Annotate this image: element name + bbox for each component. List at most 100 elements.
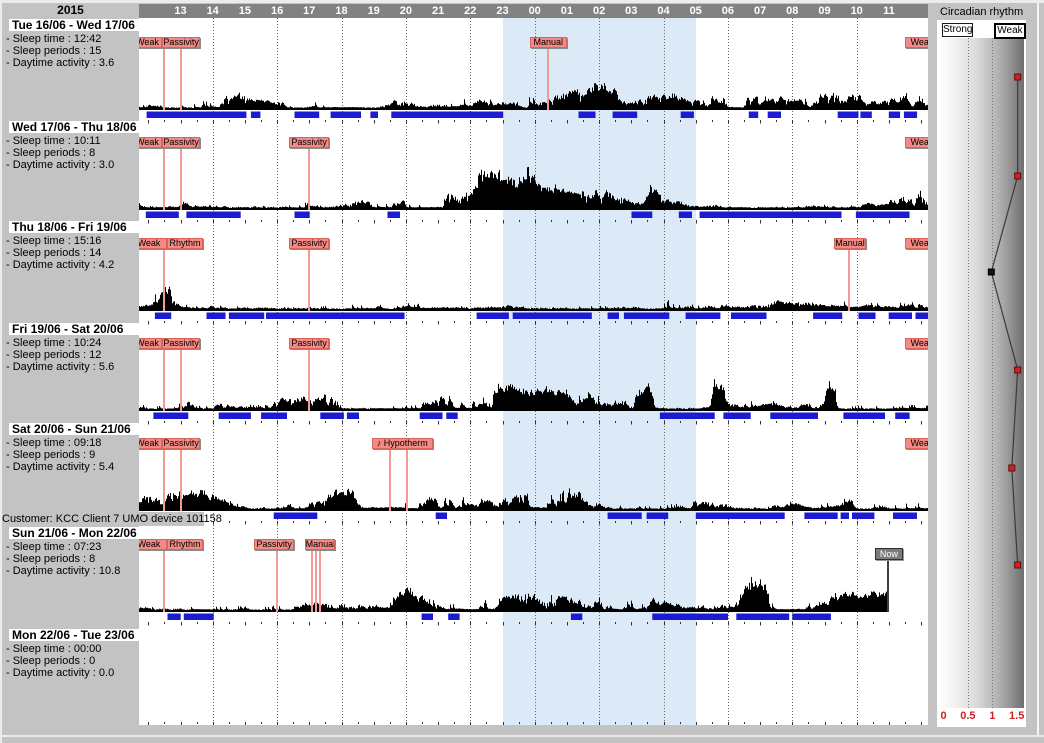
event-marker-label[interactable]: Weak (139, 337, 162, 349)
day-stat: - Sleep periods : 15 (6, 45, 102, 58)
circadian-day-marker[interactable] (1014, 366, 1022, 374)
event-marker-label[interactable]: Manual (530, 36, 567, 48)
sleep-period-bar (723, 412, 751, 419)
day-stat: - Sleep periods : 12 (6, 348, 102, 361)
circadian-plot (939, 38, 1024, 708)
sleep-period-bar (167, 613, 181, 620)
day-activity-chart (139, 378, 928, 425)
circadian-day-marker[interactable] (987, 268, 995, 276)
sleep-period-bar (578, 111, 596, 118)
event-marker-label[interactable]: Passivity (289, 237, 329, 249)
day-stat: - Sleep periods : 9 (6, 449, 96, 462)
half-hour-ticks (148, 721, 922, 725)
sleep-period-bar (607, 312, 619, 319)
event-marker-label[interactable]: Weak (139, 538, 167, 550)
half-hour-ticks (148, 621, 922, 625)
day-stat: - Daytime activity : 4.2 (6, 259, 115, 272)
strong-button[interactable]: Strong (942, 23, 973, 37)
day-stat: - Sleep time : 15:16 (6, 235, 102, 247)
sleep-period-bar (646, 512, 669, 519)
circadian-scale-label: 0 (940, 710, 947, 722)
event-marker-label[interactable]: Passivity (161, 36, 201, 48)
sleep-period-bar (804, 512, 838, 519)
activity-histogram (139, 488, 928, 509)
sleep-period-bar (387, 211, 400, 219)
day-stat: - Daytime activity : 3.0 (6, 159, 115, 172)
event-marker-label[interactable]: Weak (905, 337, 928, 349)
activity-histogram (139, 167, 928, 209)
event-marker-label[interactable]: Weak (139, 36, 162, 48)
event-marker-label[interactable]: Passivity (161, 437, 201, 449)
event-marker-label[interactable]: Weak (905, 137, 928, 149)
sleep-period-bar (659, 412, 715, 419)
event-marker-label[interactable]: Rhythm (167, 237, 203, 249)
day-stat: - Sleep time : 09:18 (6, 437, 102, 449)
event-marker-label[interactable]: Weak (139, 237, 167, 249)
event-marker-label[interactable]: Weak (905, 36, 928, 48)
sleep-period-bar (346, 412, 359, 419)
activity-baseline (139, 408, 928, 411)
axis-hour-label: 08 (786, 5, 799, 17)
activity-baseline (139, 308, 928, 311)
weak-button[interactable]: Weak (994, 23, 1026, 39)
event-marker-label[interactable]: Passivity (289, 137, 329, 149)
hour-gridline (728, 18, 729, 725)
circadian-day-marker[interactable] (1014, 73, 1022, 81)
sleep-period-bar (888, 111, 901, 118)
event-marker-line (310, 549, 313, 612)
circadian-line-chart (987, 73, 1022, 569)
event-marker-label[interactable]: Weak (905, 237, 928, 249)
axis-hour-label: 21 (431, 5, 445, 17)
event-marker-label[interactable]: Passivity (161, 337, 201, 349)
circadian-scale-label: 0.5 (960, 710, 976, 722)
circadian-scale: 0 0.5 1 1.5 (939, 708, 1024, 725)
event-marker-label[interactable]: ♪ Hypotherm (371, 437, 433, 449)
axis-hour-label: 03 (625, 5, 638, 17)
axis-hour-label: 18 (335, 5, 348, 17)
sleep-period-bar (837, 111, 859, 118)
now-marker-label[interactable]: Now (874, 548, 904, 560)
day-activity-chart (139, 488, 928, 525)
hour-gridline (792, 18, 793, 725)
axis-hour-label: 04 (657, 5, 670, 17)
event-marker-label[interactable]: Weak (139, 437, 162, 449)
event-marker-line (162, 549, 165, 612)
sleep-period-bar (391, 111, 504, 118)
axis-hour-label: 20 (399, 5, 413, 17)
circadian-day-marker[interactable] (1014, 561, 1022, 569)
sleep-period-bar (680, 111, 694, 118)
sleep-period-bar (792, 613, 831, 620)
event-marker-line (308, 148, 310, 211)
event-marker-label[interactable]: Manual (833, 237, 867, 249)
sleep-period-bar (736, 613, 790, 620)
sleep-period-bar (767, 111, 781, 118)
event-marker-label[interactable]: Rhythm (167, 538, 203, 550)
circadian-polyline (990, 77, 1019, 566)
half-hour-ticks (148, 320, 922, 325)
circadian-day-marker[interactable] (1014, 172, 1022, 180)
event-marker-label[interactable]: Manual (304, 538, 335, 550)
event-marker-label[interactable]: Weak (139, 137, 162, 149)
event-marker-label[interactable]: Weak (905, 437, 928, 449)
sleep-period-bar (294, 211, 310, 219)
day-stat: - Sleep time : 12:42 (6, 33, 102, 45)
event-marker-line (389, 448, 391, 511)
event-marker-line (179, 448, 182, 511)
circadian-gridline (992, 38, 993, 708)
circadian-day-marker[interactable] (1008, 464, 1016, 472)
circadian-gridline (968, 38, 969, 708)
circadian-scale-label: 1 (989, 710, 996, 722)
axis-hour-label: 07 (753, 5, 767, 17)
event-marker-line (179, 348, 182, 411)
event-marker-label[interactable]: Passivity (253, 538, 295, 550)
sleep-period-bar (685, 312, 721, 319)
event-marker-label[interactable]: Passivity (289, 337, 329, 349)
event-marker-line (318, 549, 321, 612)
hour-gridline (664, 18, 665, 725)
sleep-period-bar (320, 412, 344, 419)
sleep-period-bar (294, 111, 320, 118)
hour-gridline (277, 18, 278, 725)
sleep-period-bar (843, 412, 885, 419)
event-marker-label[interactable]: Passivity (161, 137, 201, 149)
time-axis-bar: 13 14 15 16 17 18 19 20 21 22 23 00 01 02 03 04 05 06 07 08… (139, 4, 928, 18)
